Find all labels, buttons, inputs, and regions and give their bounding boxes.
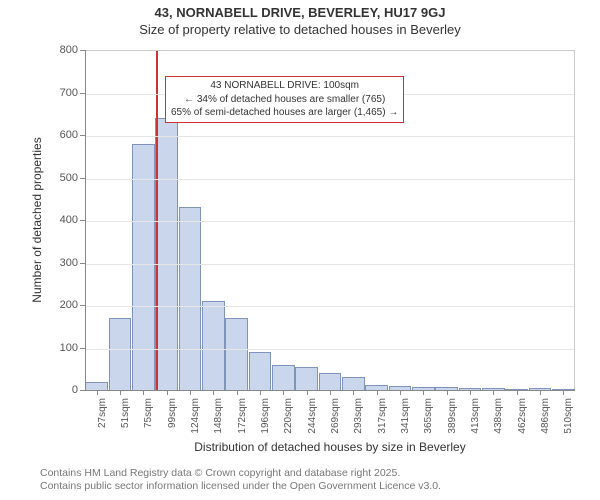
histogram-bar (319, 373, 342, 390)
y-tick-label: 700 (30, 87, 78, 99)
y-tick-label: 800 (30, 44, 78, 56)
gridline-h (85, 349, 574, 350)
histogram-bar (132, 144, 155, 391)
x-tick-mark (97, 390, 98, 395)
x-tick-mark (190, 390, 191, 395)
footer-attribution: Contains HM Land Registry data © Crown c… (40, 467, 441, 494)
gridline-h (85, 221, 574, 222)
x-tick-mark (400, 390, 401, 395)
chart-title-subtitle: Size of property relative to detached ho… (0, 22, 600, 37)
y-tick-label: 200 (30, 299, 78, 311)
x-tick-mark (307, 390, 308, 395)
x-tick-mark (283, 390, 284, 395)
x-tick-mark (237, 390, 238, 395)
y-tick-mark (80, 50, 85, 51)
histogram-bar (85, 382, 108, 390)
footer-line-2: Contains public sector information licen… (40, 480, 441, 494)
histogram-bar (179, 207, 202, 390)
x-axis-title: Distribution of detached houses by size … (85, 440, 575, 454)
histogram-bar (109, 318, 132, 390)
gridline-h (85, 179, 574, 180)
y-tick-mark (80, 263, 85, 264)
x-tick-label: 510sqm (563, 398, 574, 478)
x-tick-label: 486sqm (540, 398, 551, 478)
histogram-bar (249, 352, 272, 390)
annotation-line: 43 NORNABELL DRIVE: 100sqm (171, 79, 398, 93)
y-tick-label: 100 (30, 342, 78, 354)
plot-area: 43 NORNABELL DRIVE: 100sqm← 34% of detac… (85, 50, 575, 390)
y-tick-mark (80, 305, 85, 306)
x-tick-mark (143, 390, 144, 395)
x-tick-mark (423, 390, 424, 395)
annotation-line: 65% of semi-detached houses are larger (… (171, 106, 398, 120)
x-tick-mark (213, 390, 214, 395)
histogram-bar (225, 318, 248, 390)
x-tick-label: 413sqm (470, 398, 481, 478)
x-tick-mark (330, 390, 331, 395)
x-tick-mark (120, 390, 121, 395)
histogram-bar (295, 367, 318, 390)
y-tick-mark (80, 93, 85, 94)
y-tick-label: 500 (30, 172, 78, 184)
x-tick-mark (517, 390, 518, 395)
x-tick-mark (447, 390, 448, 395)
chart-area: Number of detached properties 43 NORNABE… (30, 40, 590, 450)
x-tick-label: 389sqm (447, 398, 458, 478)
x-tick-mark (377, 390, 378, 395)
x-tick-label: 438sqm (493, 398, 504, 478)
y-tick-label: 400 (30, 214, 78, 226)
x-tick-mark (540, 390, 541, 395)
y-tick-mark (80, 348, 85, 349)
y-tick-mark (80, 178, 85, 179)
x-tick-mark (260, 390, 261, 395)
x-tick-mark (470, 390, 471, 395)
y-tick-label: 600 (30, 129, 78, 141)
gridline-h (85, 264, 574, 265)
footer-line-1: Contains HM Land Registry data © Crown c… (40, 467, 441, 481)
annotation-line: ← 34% of detached houses are smaller (76… (171, 93, 398, 107)
y-tick-mark (80, 135, 85, 136)
x-tick-mark (353, 390, 354, 395)
histogram-bar (202, 301, 225, 390)
x-tick-label: 462sqm (517, 398, 528, 478)
annotation-box: 43 NORNABELL DRIVE: 100sqm← 34% of detac… (165, 76, 404, 123)
chart-container: 43, NORNABELL DRIVE, BEVERLEY, HU17 9GJ … (0, 0, 600, 500)
y-tick-mark (80, 220, 85, 221)
chart-title-address: 43, NORNABELL DRIVE, BEVERLEY, HU17 9GJ (0, 5, 600, 20)
x-tick-mark (167, 390, 168, 395)
histogram-bar (272, 365, 295, 391)
x-tick-mark (563, 390, 564, 395)
histogram-bar (342, 377, 365, 390)
gridline-h (85, 136, 574, 137)
y-axis-line (85, 50, 86, 390)
x-tick-mark (493, 390, 494, 395)
y-tick-label: 0 (30, 384, 78, 396)
y-tick-label: 300 (30, 257, 78, 269)
gridline-h (85, 306, 574, 307)
y-tick-mark (80, 390, 85, 391)
